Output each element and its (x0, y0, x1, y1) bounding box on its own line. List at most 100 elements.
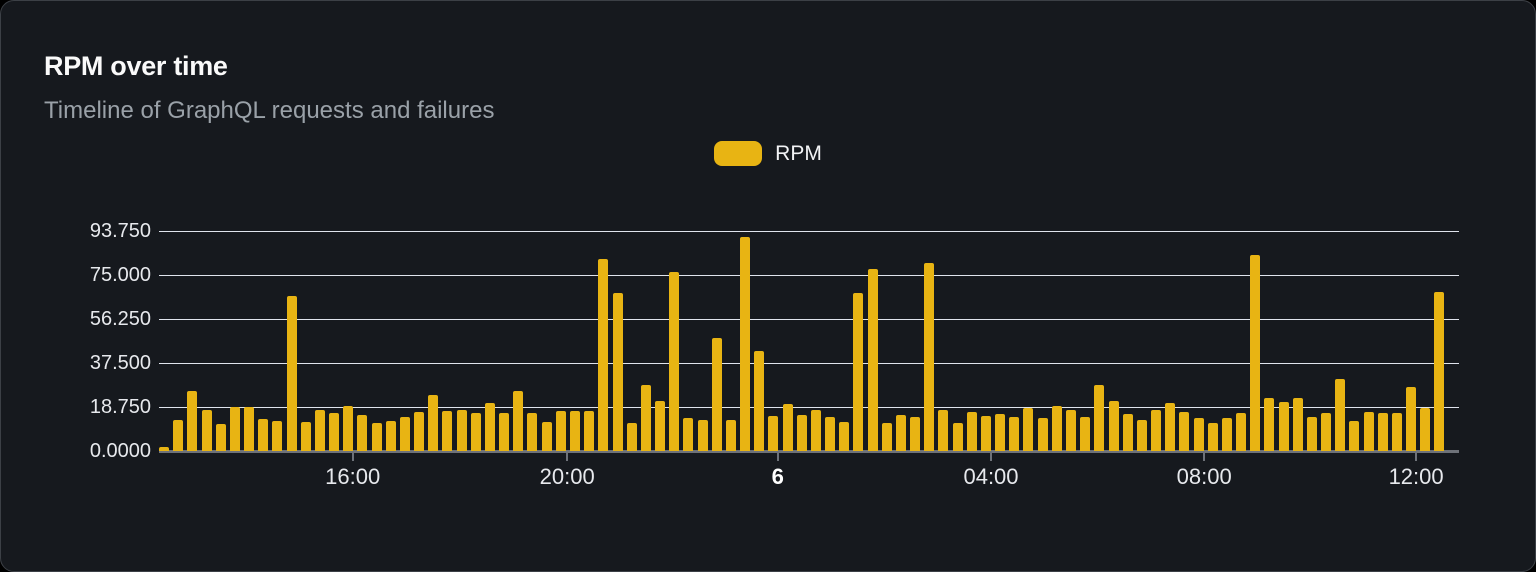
bar[interactable] (484, 403, 495, 451)
bar[interactable] (343, 405, 354, 451)
bar[interactable] (173, 419, 184, 451)
bar[interactable] (1080, 416, 1091, 451)
bar[interactable] (1193, 418, 1204, 451)
bar[interactable] (924, 263, 935, 451)
bar[interactable] (1292, 398, 1303, 451)
bar[interactable] (626, 423, 637, 451)
bar[interactable] (782, 404, 793, 451)
bar[interactable] (215, 424, 226, 451)
bar[interactable] (1236, 412, 1247, 451)
bar[interactable] (555, 411, 566, 451)
bar[interactable] (1037, 417, 1048, 451)
bar[interactable] (201, 409, 212, 451)
bar[interactable] (1264, 398, 1275, 451)
x-tick-label: 12:00 (1388, 464, 1444, 489)
bar[interactable] (244, 407, 255, 451)
bar[interactable] (1349, 420, 1360, 451)
bar[interactable] (1434, 292, 1445, 451)
bar[interactable] (1179, 411, 1190, 451)
bar[interactable] (1165, 403, 1176, 451)
bar[interactable] (1278, 401, 1289, 451)
bar[interactable] (584, 411, 595, 451)
bar[interactable] (1122, 414, 1133, 451)
bar[interactable] (1023, 408, 1034, 451)
bar[interactable] (1151, 410, 1162, 451)
bar[interactable] (895, 415, 906, 451)
bar[interactable] (1094, 385, 1105, 451)
bar[interactable] (1377, 413, 1388, 451)
bar[interactable] (527, 413, 538, 451)
bar[interactable] (229, 407, 240, 451)
bar[interactable] (612, 292, 623, 451)
bar[interactable] (711, 337, 722, 451)
bar[interactable] (995, 413, 1006, 451)
bar[interactable] (1363, 411, 1374, 451)
bar[interactable] (258, 418, 269, 451)
bar[interactable] (1306, 416, 1317, 451)
bar[interactable] (499, 413, 510, 451)
bar[interactable] (881, 423, 892, 451)
bar[interactable] (640, 385, 651, 451)
bar[interactable] (825, 416, 836, 451)
bar[interactable] (442, 411, 453, 451)
bar[interactable] (399, 417, 410, 451)
bar[interactable] (966, 412, 977, 451)
bar[interactable] (853, 292, 864, 451)
bar[interactable] (1406, 386, 1417, 451)
bar[interactable] (910, 416, 921, 451)
bar[interactable] (938, 410, 949, 451)
bar[interactable] (371, 423, 382, 451)
bar[interactable] (314, 410, 325, 451)
bar[interactable] (272, 420, 283, 451)
bar[interactable] (1066, 409, 1076, 451)
bar[interactable] (839, 421, 850, 451)
bar[interactable] (1108, 401, 1119, 451)
bar[interactable] (1009, 416, 1020, 451)
bar[interactable] (740, 236, 751, 451)
bar[interactable] (754, 351, 765, 451)
bar[interactable] (683, 418, 694, 451)
chart-subtitle: Timeline of GraphQL requests and failure… (44, 97, 495, 124)
bar[interactable] (470, 413, 481, 451)
bar[interactable] (796, 415, 807, 451)
y-tick-label: 37.500 (89, 352, 151, 374)
bar[interactable] (428, 395, 439, 451)
bar[interactable] (159, 446, 169, 451)
bar[interactable] (357, 415, 368, 451)
bar[interactable] (655, 401, 666, 451)
bar[interactable] (286, 296, 297, 451)
bar[interactable] (1321, 413, 1332, 451)
bar[interactable] (1051, 405, 1062, 451)
bar[interactable] (569, 411, 580, 451)
bar[interactable] (385, 420, 396, 451)
bar[interactable] (725, 420, 736, 451)
bar[interactable] (1420, 407, 1431, 451)
legend-item-rpm[interactable]: RPM (714, 141, 822, 166)
chart-title: RPM over time (44, 51, 228, 81)
bar[interactable] (1136, 420, 1147, 451)
bar[interactable] (414, 412, 425, 451)
bar[interactable] (810, 410, 821, 451)
bar[interactable] (952, 423, 963, 451)
bar[interactable] (768, 416, 779, 451)
bar[interactable] (187, 390, 198, 451)
bar[interactable] (456, 410, 467, 451)
bar[interactable] (697, 420, 708, 451)
bar[interactable] (1221, 417, 1232, 451)
bar[interactable] (1207, 422, 1218, 451)
legend-swatch (714, 141, 763, 166)
bar[interactable] (669, 271, 680, 451)
bar[interactable] (1250, 255, 1261, 451)
bar[interactable] (1391, 413, 1402, 451)
bar[interactable] (513, 390, 524, 451)
gridline (159, 319, 1459, 320)
bar[interactable] (598, 258, 609, 451)
bar[interactable] (329, 412, 340, 451)
bar[interactable] (541, 421, 552, 451)
bar[interactable] (980, 416, 991, 451)
bar[interactable] (1335, 379, 1346, 451)
x-tick-mark (1203, 453, 1206, 461)
bar[interactable] (300, 422, 311, 451)
bar[interactable] (867, 269, 878, 451)
